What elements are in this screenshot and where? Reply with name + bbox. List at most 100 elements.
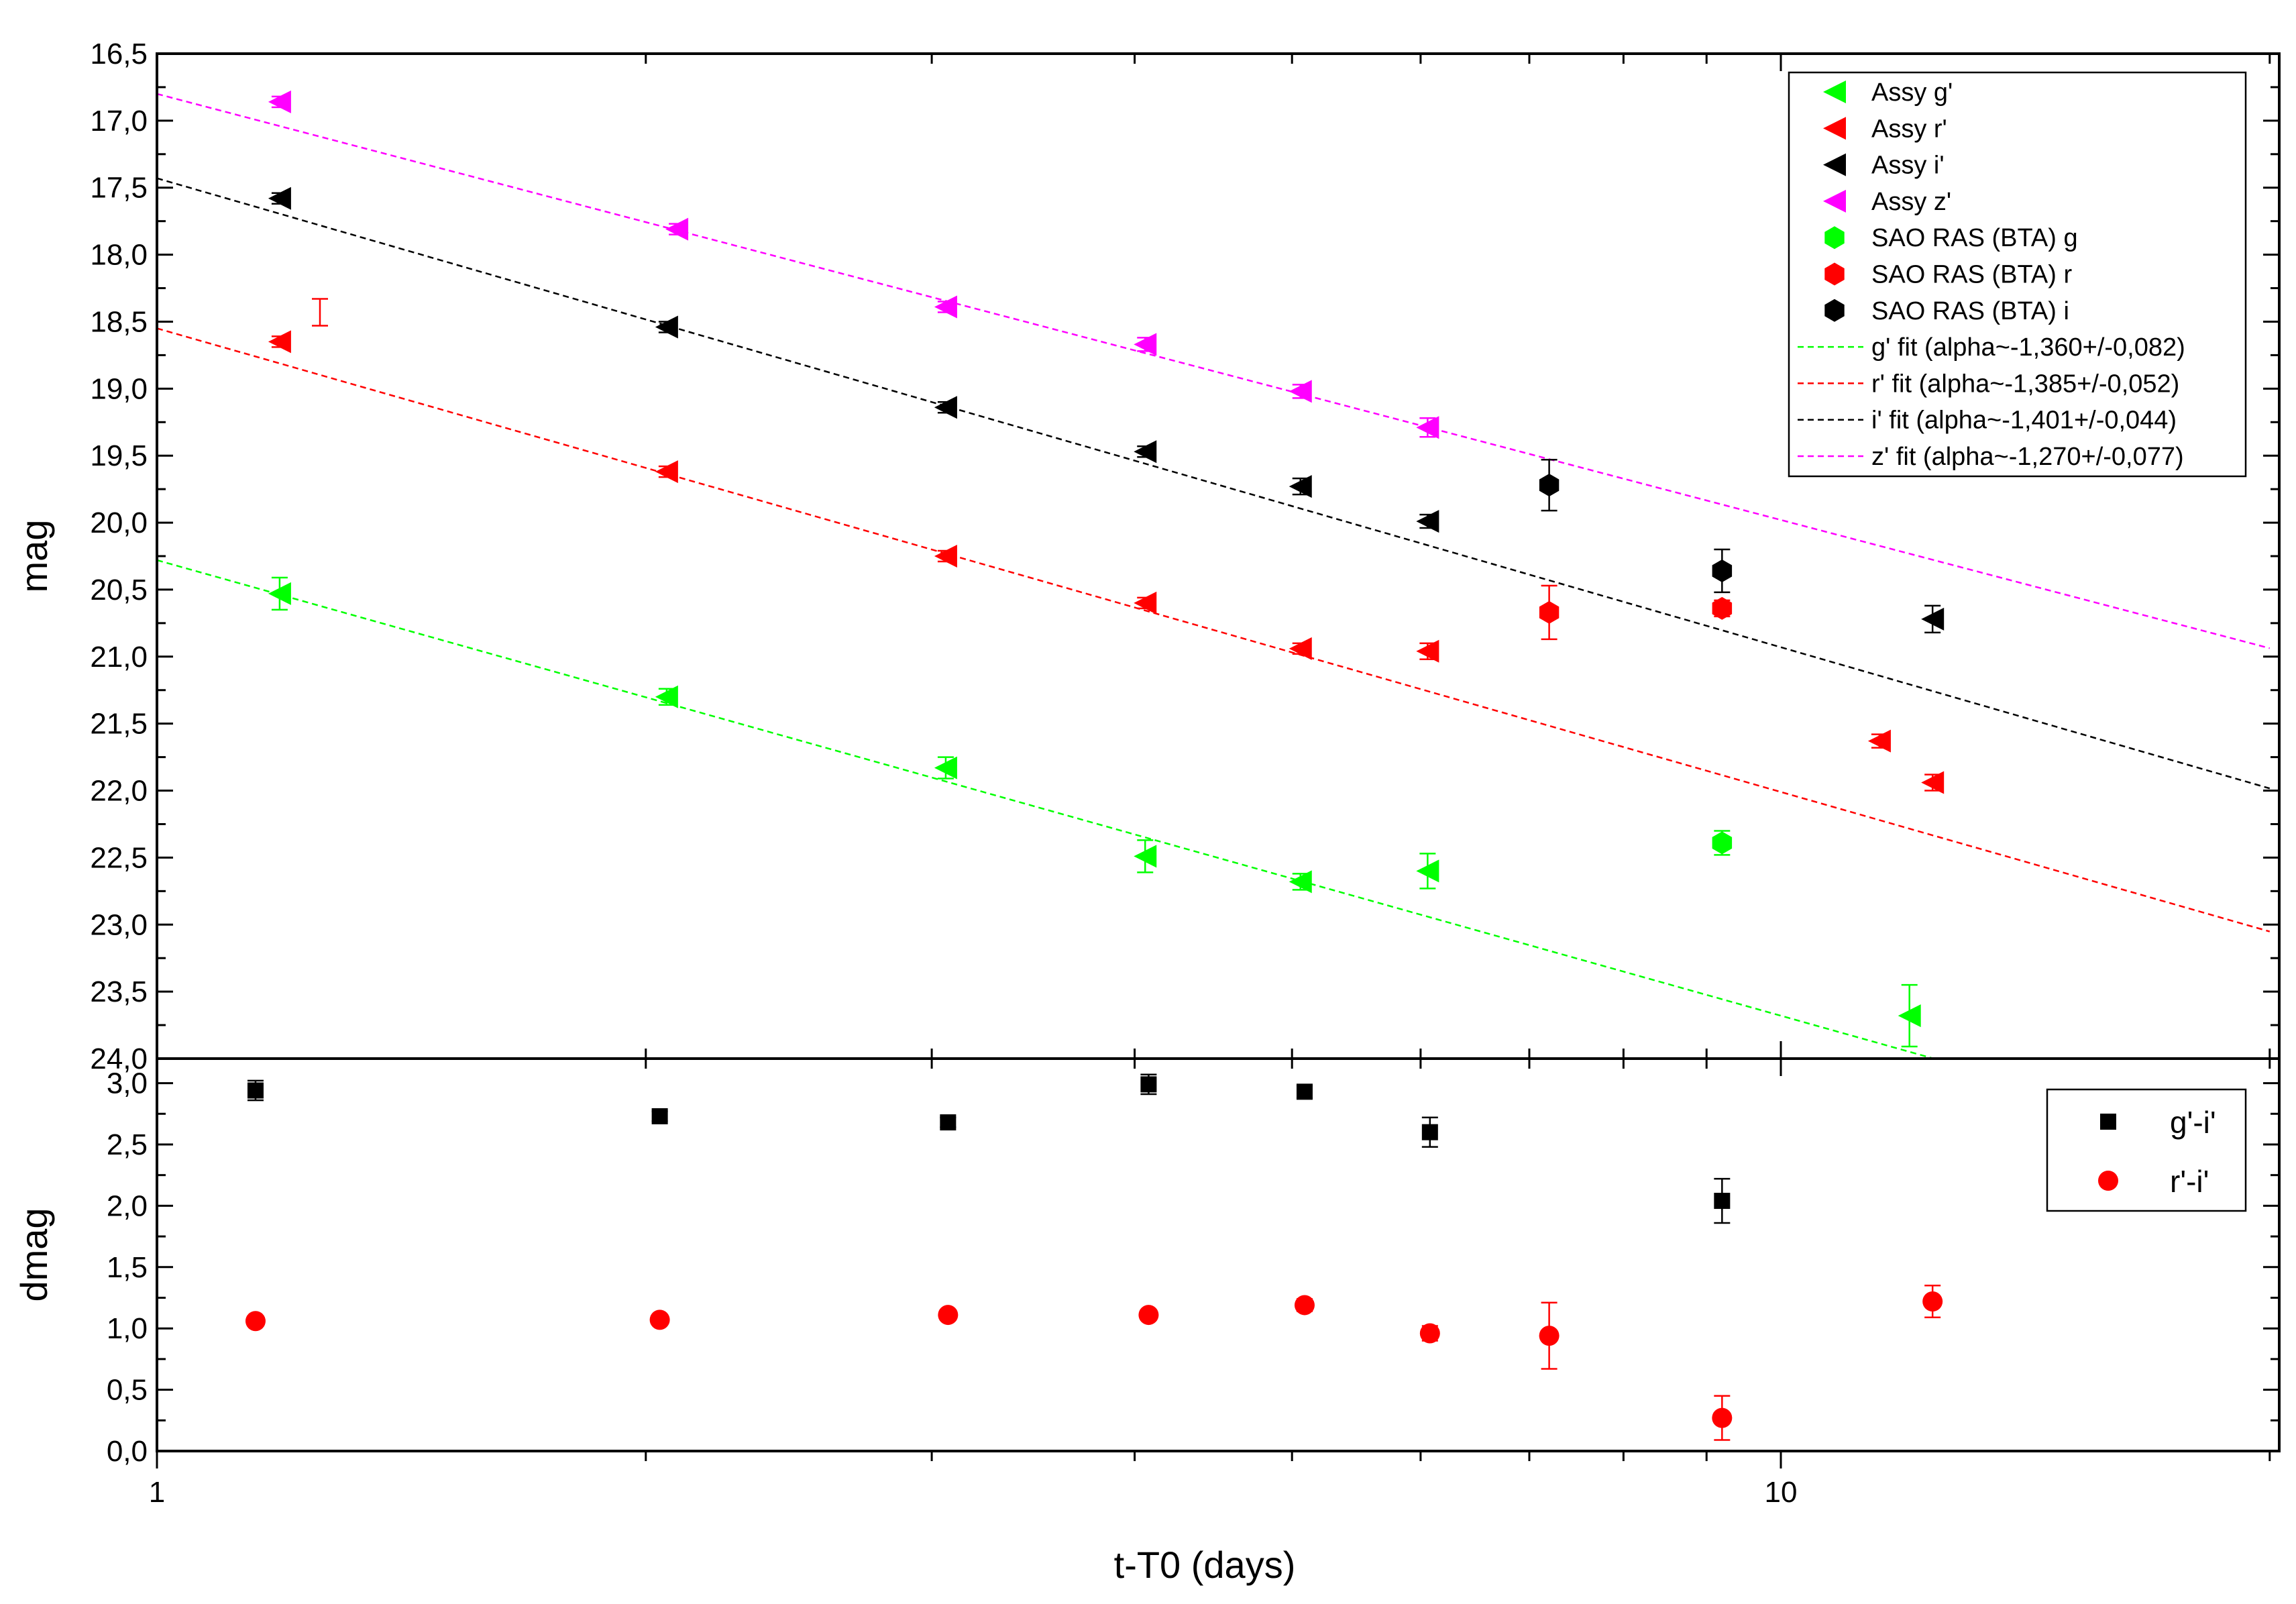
bottom-y-tick-label: 2,0 bbox=[107, 1189, 148, 1222]
bottom-point-0-3 bbox=[1140, 1076, 1157, 1093]
top-point-1-0 bbox=[268, 330, 291, 354]
top-extra-errorbar-0 bbox=[311, 298, 328, 327]
top-point-1-6 bbox=[1867, 729, 1891, 753]
top-y-axis-title: mag bbox=[13, 520, 55, 593]
bottom-y-tick-label: 0,5 bbox=[107, 1374, 148, 1407]
top-point-0-1 bbox=[655, 685, 678, 708]
fit-line-0 bbox=[157, 559, 1937, 1059]
top-y-tick-label: 23,0 bbox=[90, 908, 148, 941]
top-point-1-5 bbox=[1416, 639, 1439, 663]
top-point-5-1 bbox=[1712, 596, 1733, 620]
top-point-0-4 bbox=[1289, 870, 1312, 894]
top-point-2-3 bbox=[1134, 440, 1157, 464]
top-point-0-5 bbox=[1416, 859, 1439, 883]
top-point-2-5 bbox=[1416, 510, 1439, 533]
legend-label-2: Assy i' bbox=[1871, 152, 1945, 180]
bottom-y-axis-title: dmag bbox=[13, 1208, 55, 1301]
top-y-tick-label: 23,5 bbox=[90, 975, 148, 1008]
bottom-point-0-0 bbox=[247, 1082, 264, 1099]
bottom-legend-label-1: r'-i' bbox=[2170, 1164, 2209, 1199]
top-point-2-4 bbox=[1289, 475, 1312, 498]
legend-fit-label-2: i' fit (alpha~-1,401+/-0,044) bbox=[1871, 407, 2177, 435]
bottom-point-1-6 bbox=[1539, 1326, 1560, 1346]
top-point-2-1 bbox=[655, 315, 678, 339]
bottom-plot-area bbox=[245, 1073, 1943, 1441]
top-point-6-1 bbox=[1712, 559, 1733, 582]
top-y-tick-label: 17,5 bbox=[90, 172, 148, 205]
top-y-tick-label: 21,0 bbox=[90, 641, 148, 674]
top-y-tick-label: 22,5 bbox=[90, 841, 148, 874]
legend-label-1: Assy r' bbox=[1871, 115, 1947, 143]
bottom-point-0-5 bbox=[1421, 1124, 1438, 1140]
bottom-legend: g'-i' r'-i' bbox=[2046, 1088, 2247, 1212]
top-point-3-5 bbox=[1416, 416, 1439, 439]
fit-line-1 bbox=[157, 327, 2271, 932]
top-y-tick-label: 19,0 bbox=[90, 372, 148, 405]
top-y-tick-label: 16,5 bbox=[90, 38, 148, 70]
top-point-3-3 bbox=[1134, 333, 1157, 356]
legend-label-0: Assy g' bbox=[1871, 78, 1953, 107]
bottom-point-1-3 bbox=[1138, 1305, 1159, 1326]
top-y-tick-label: 20,0 bbox=[90, 506, 148, 539]
bottom-point-0-4 bbox=[1296, 1083, 1313, 1100]
top-point-1-3 bbox=[1134, 591, 1157, 614]
top-y-tick-label: 19,5 bbox=[90, 439, 148, 472]
top-point-2-6 bbox=[1921, 607, 1945, 631]
x-tick-label: 10 bbox=[1765, 1476, 1798, 1509]
top-point-1-4 bbox=[1289, 637, 1312, 660]
bottom-legend-marker-0 bbox=[2100, 1114, 2116, 1130]
bottom-point-0-6 bbox=[1714, 1193, 1731, 1210]
top-y-tick-label: 24,0 bbox=[90, 1042, 148, 1075]
top-point-1-2 bbox=[934, 545, 957, 568]
bottom-y-tick-label: 0,0 bbox=[107, 1435, 148, 1468]
top-point-2-0 bbox=[268, 186, 291, 210]
top-point-4-0 bbox=[1712, 831, 1733, 855]
top-point-3-4 bbox=[1289, 380, 1312, 403]
bottom-point-1-1 bbox=[649, 1309, 670, 1330]
top-point-3-2 bbox=[934, 295, 957, 319]
legend-marker-6 bbox=[1824, 299, 1845, 322]
bottom-y-tick-label: 2,5 bbox=[107, 1128, 148, 1161]
top-legend: Assy g' Assy r' Assy i' Assy z' SAO RAS (BTA… bbox=[1788, 71, 2247, 478]
top-point-6-0 bbox=[1539, 474, 1560, 497]
top-y-tick-label: 17,0 bbox=[90, 105, 148, 138]
legend-label-3: Assy z' bbox=[1871, 188, 1951, 216]
top-point-1-1 bbox=[655, 460, 678, 484]
top-point-3-0 bbox=[268, 90, 291, 113]
bottom-point-1-0 bbox=[245, 1311, 266, 1332]
legend-marker-0 bbox=[1823, 81, 1846, 103]
bottom-panel-frame bbox=[156, 1057, 2281, 1452]
top-legend-box bbox=[1788, 71, 2247, 478]
fit-line-2 bbox=[157, 177, 2271, 790]
top-point-1-7 bbox=[1921, 771, 1945, 794]
bottom-point-1-5 bbox=[1419, 1323, 1440, 1344]
top-point-2-2 bbox=[934, 396, 957, 419]
bottom-legend-box bbox=[2046, 1088, 2247, 1212]
bottom-point-1-7 bbox=[1712, 1407, 1733, 1428]
top-plot-area bbox=[157, 90, 2271, 1059]
top-y-tick-label: 18,0 bbox=[90, 239, 148, 272]
bottom-point-1-2 bbox=[938, 1305, 959, 1326]
legend-marker-1 bbox=[1823, 117, 1846, 140]
legend-marker-3 bbox=[1823, 189, 1846, 213]
legend-marker-5 bbox=[1824, 262, 1845, 286]
bottom-point-1-4 bbox=[1294, 1295, 1315, 1316]
legend-fit-label-1: r' fit (alpha~-1,385+/-0,052) bbox=[1871, 370, 2179, 398]
x-tick-label: 1 bbox=[149, 1476, 165, 1509]
top-y-tick-label: 18,5 bbox=[90, 305, 148, 338]
legend-marker-2 bbox=[1823, 153, 1846, 176]
bottom-point-0-1 bbox=[651, 1108, 668, 1124]
top-y-tick-label: 22,0 bbox=[90, 775, 148, 808]
bottom-point-1-8 bbox=[1922, 1291, 1943, 1312]
bottom-legend-label-0: g'-i' bbox=[2170, 1105, 2216, 1140]
legend-label-5: SAO RAS (BTA) r bbox=[1871, 261, 2072, 289]
bottom-point-0-2 bbox=[940, 1114, 956, 1131]
legend-marker-4 bbox=[1824, 226, 1845, 250]
legend-fit-label-0: g' fit (alpha~-1,360+/-0,082) bbox=[1871, 333, 2185, 362]
bottom-y-tick-label: 1,5 bbox=[107, 1251, 148, 1284]
bottom-y-tick-label: 1,0 bbox=[107, 1312, 148, 1345]
top-point-0-6 bbox=[1898, 1004, 1921, 1028]
fit-line-3 bbox=[157, 93, 2271, 649]
top-point-3-1 bbox=[665, 217, 689, 241]
